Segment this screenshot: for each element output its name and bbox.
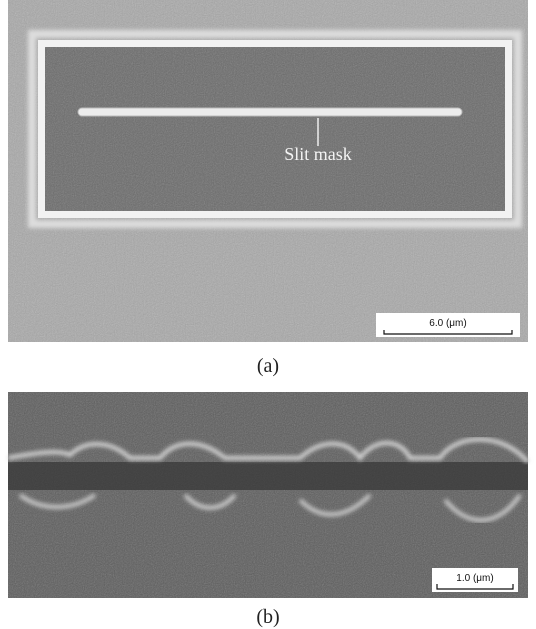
well-noise <box>45 47 505 211</box>
sem-noise <box>8 392 528 598</box>
caption: (b) <box>256 606 279 628</box>
caption: (a) <box>257 355 279 377</box>
slit <box>78 108 462 116</box>
figure: Slit mask 6.0 (μm) (a) 1.0 (μm) (b) <box>0 0 536 629</box>
annotation: Slit mask <box>284 144 352 164</box>
scale-bar-label: 6.0 (μm) <box>429 318 466 329</box>
scale-bar-label: 1.0 (μm) <box>456 573 493 584</box>
page: Slit mask 6.0 (μm) (a) 1.0 (μm) (b) (() … <box>0 0 536 629</box>
panel-a: Slit mask 6.0 (μm) <box>8 0 528 342</box>
panel-b: 1.0 (μm) <box>8 392 528 598</box>
slit-shadow <box>8 462 528 490</box>
